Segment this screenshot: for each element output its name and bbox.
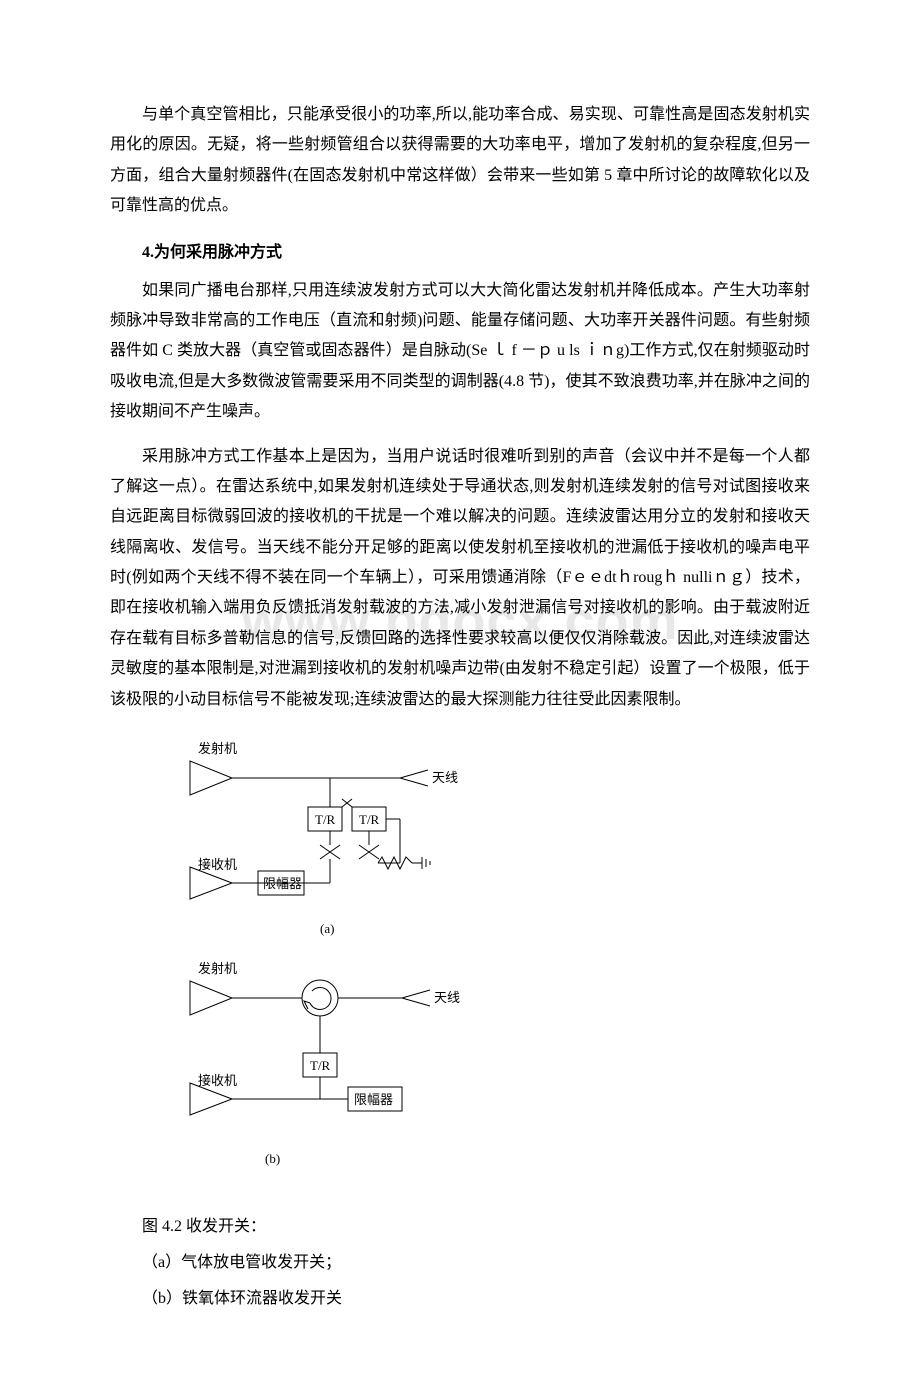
figure-caption-title: 图 4.2 收发开关： [110, 1211, 810, 1243]
paragraph-1: 与单个真空管相比，只能承受很小的功率,所以,能功率合成、易实现、可靠性高是固态发… [110, 100, 810, 222]
diagram-label-antenna-b: 天线 [434, 990, 460, 1005]
diagram-label-tx-a: 发射机 [198, 741, 237, 756]
paragraph-2: 如果同广播电台那样,只用连续波发射方式可以大大简化雷达发射机并降低成本。产生大功… [110, 276, 810, 428]
section-heading: 4.为何采用脉冲方式 [110, 238, 810, 262]
diagram-label-rx-b: 接收机 [198, 1073, 237, 1088]
figure-4-2: 发射机 天线 T/R T/R [170, 733, 810, 1193]
diagram-label-tr-a1: T/R [315, 812, 336, 827]
diagram-sublabel-a: (a) [320, 921, 334, 936]
figure-caption-a: （a）气体放电管收发开关； [110, 1247, 810, 1279]
paragraph-3: 采用脉冲方式工作基本上是因为，当用户说话时很难听到别的声音（会议中并不是每一个人… [110, 442, 810, 716]
diagram-label-rx-a: 接收机 [198, 857, 237, 872]
diagram-label-antenna-a: 天线 [432, 770, 458, 785]
diagram-sublabel-b: (b) [265, 1151, 280, 1166]
diagram-label-limiter-b: 限幅器 [354, 1092, 393, 1107]
diagram-label-tr-a2: T/R [359, 812, 380, 827]
diagram-label-tr-b: T/R [310, 1058, 331, 1073]
diagram-label-limiter-a: 限幅器 [263, 876, 302, 891]
figure-caption-b: （b）铁氧体环流器收发开关 [110, 1283, 810, 1315]
diagram-label-tx-b: 发射机 [198, 961, 237, 976]
